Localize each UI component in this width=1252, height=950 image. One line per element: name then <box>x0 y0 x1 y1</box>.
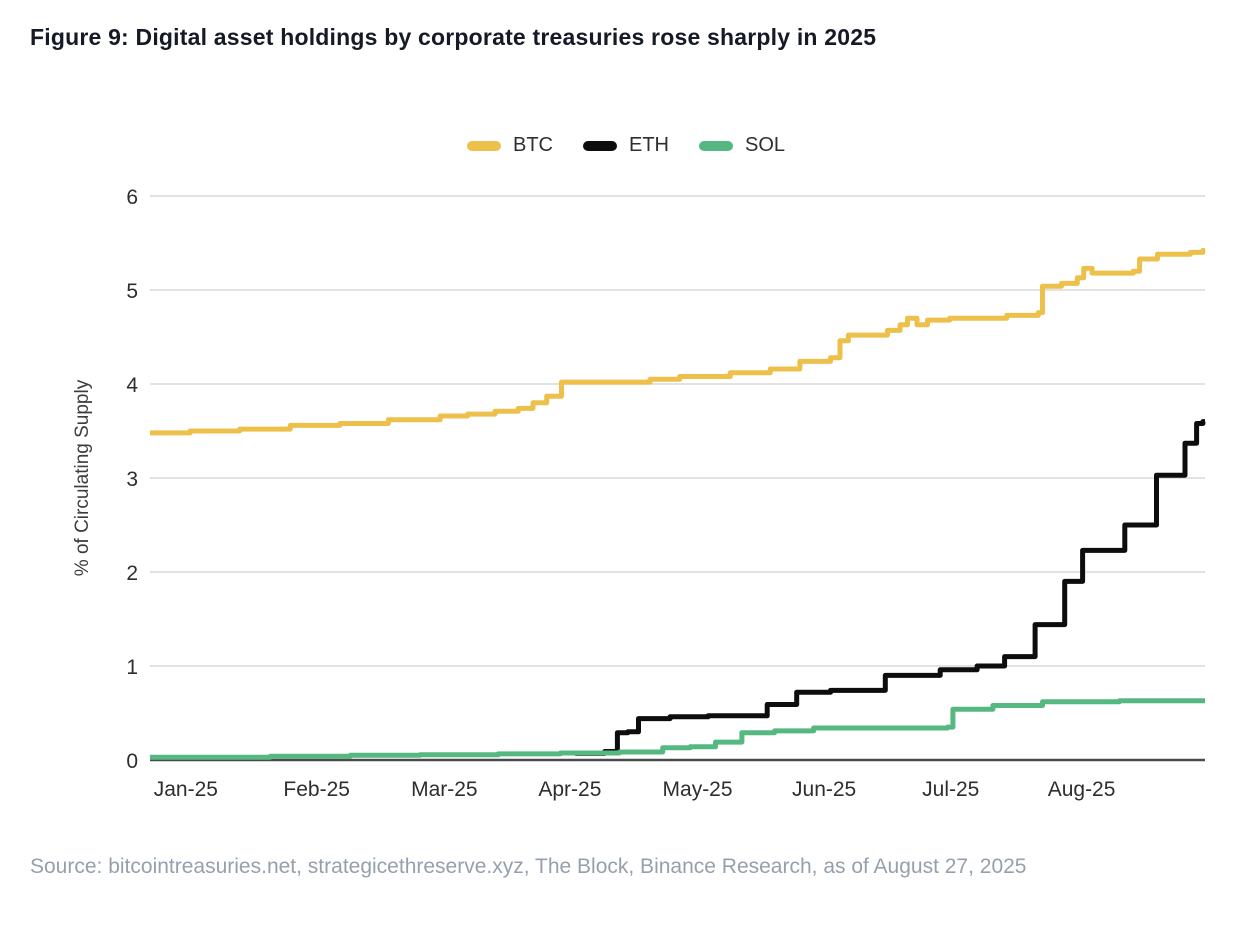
legend-label-sol: SOL <box>744 134 786 156</box>
series-line-btc <box>150 248 1206 436</box>
y-tick-label: 4 <box>126 374 138 397</box>
series-line-eth <box>575 419 1206 756</box>
figure-title: Figure 9: Digital asset holdings by corp… <box>30 24 877 50</box>
x-tick-label: May-25 <box>663 778 733 801</box>
y-tick-label: 1 <box>126 656 138 679</box>
legend-item-eth: ETH <box>582 134 669 157</box>
y-tick-label: 3 <box>126 468 138 491</box>
x-tick-label: Feb-25 <box>283 778 350 801</box>
source-note: Source: bitcointreasuries.net, strategic… <box>30 855 1027 878</box>
series-line-sol <box>150 698 1206 760</box>
y-axis-title: % of Circulating Supply <box>72 379 93 576</box>
y-tick-label: 0 <box>126 750 138 773</box>
btc-color-swatch <box>466 140 501 151</box>
x-tick-label: Mar-25 <box>411 778 478 801</box>
x-tick-label: Jun-25 <box>792 778 856 801</box>
x-tick-label: Jan-25 <box>154 778 218 801</box>
y-tick-label: 5 <box>126 280 138 303</box>
legend-label-btc: BTC <box>512 134 553 156</box>
legend-item-sol: SOL <box>698 134 786 157</box>
legend-label-eth: ETH <box>628 134 669 156</box>
y-tick-label: 6 <box>126 186 138 209</box>
y-tick-label: 2 <box>126 562 138 585</box>
legend-item-btc: BTC <box>466 134 553 157</box>
sol-color-swatch <box>698 140 733 151</box>
eth-color-swatch <box>582 140 617 151</box>
chart-legend: BTC ETH SOL <box>0 134 1252 157</box>
x-tick-label: Apr-25 <box>538 778 601 801</box>
x-tick-label: Jul-25 <box>922 778 979 801</box>
x-tick-label: Aug-25 <box>1048 778 1116 801</box>
